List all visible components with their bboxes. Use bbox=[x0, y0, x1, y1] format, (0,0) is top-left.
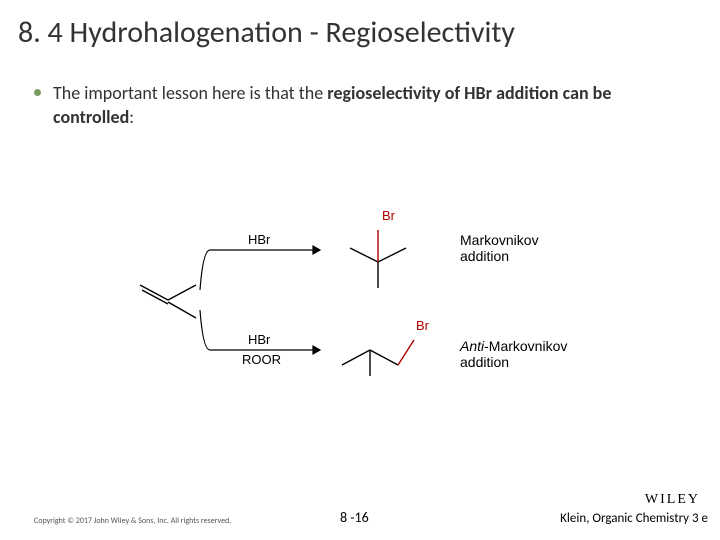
footer: WILEY Copyright © 2017 John Wiley & Sons… bbox=[0, 490, 720, 530]
mech-bottom-anti: Anti bbox=[460, 338, 484, 354]
reagent-top: HBr bbox=[248, 232, 270, 247]
bullet-text: The important lesson here is that the re… bbox=[53, 81, 686, 130]
mech-bottom-line2: addition bbox=[460, 354, 509, 370]
br-label-bottom: Br bbox=[416, 318, 429, 333]
mech-top-line2: addition bbox=[460, 248, 509, 264]
book-reference: Klein, Organic Chemistry 3 e bbox=[560, 511, 708, 526]
reagent-bottom-2: ROOR bbox=[242, 352, 281, 367]
wiley-logo: WILEY bbox=[645, 492, 700, 508]
bullet-suffix: : bbox=[129, 106, 134, 128]
copyright-text: Copyright © 2017 John Wiley & Sons, Inc.… bbox=[34, 516, 231, 526]
mech-top: Markovnikov addition bbox=[460, 232, 539, 264]
reaction-svg bbox=[120, 190, 600, 410]
bullet-marker bbox=[34, 89, 41, 96]
bullet-prefix: The important lesson here is that the bbox=[53, 82, 327, 104]
mech-top-line1: Markovnikov bbox=[460, 232, 539, 248]
slide-title: 8. 4 Hydrohalogenation - Regioselectivit… bbox=[0, 0, 720, 59]
br-label-top: Br bbox=[382, 208, 395, 223]
reagent-bottom-1: HBr bbox=[248, 332, 270, 347]
mech-bottom-rest: -Markovnikov bbox=[484, 338, 567, 354]
bullet-item: The important lesson here is that the re… bbox=[0, 59, 720, 130]
page-number: 8 -16 bbox=[340, 509, 369, 526]
reaction-diagram: HBr HBr ROOR Br Br Markovnikov addition … bbox=[120, 190, 600, 410]
mech-bottom: Anti-Markovnikov addition bbox=[460, 338, 567, 370]
